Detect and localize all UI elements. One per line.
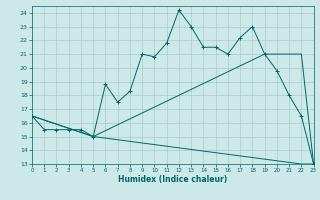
X-axis label: Humidex (Indice chaleur): Humidex (Indice chaleur) <box>118 175 228 184</box>
